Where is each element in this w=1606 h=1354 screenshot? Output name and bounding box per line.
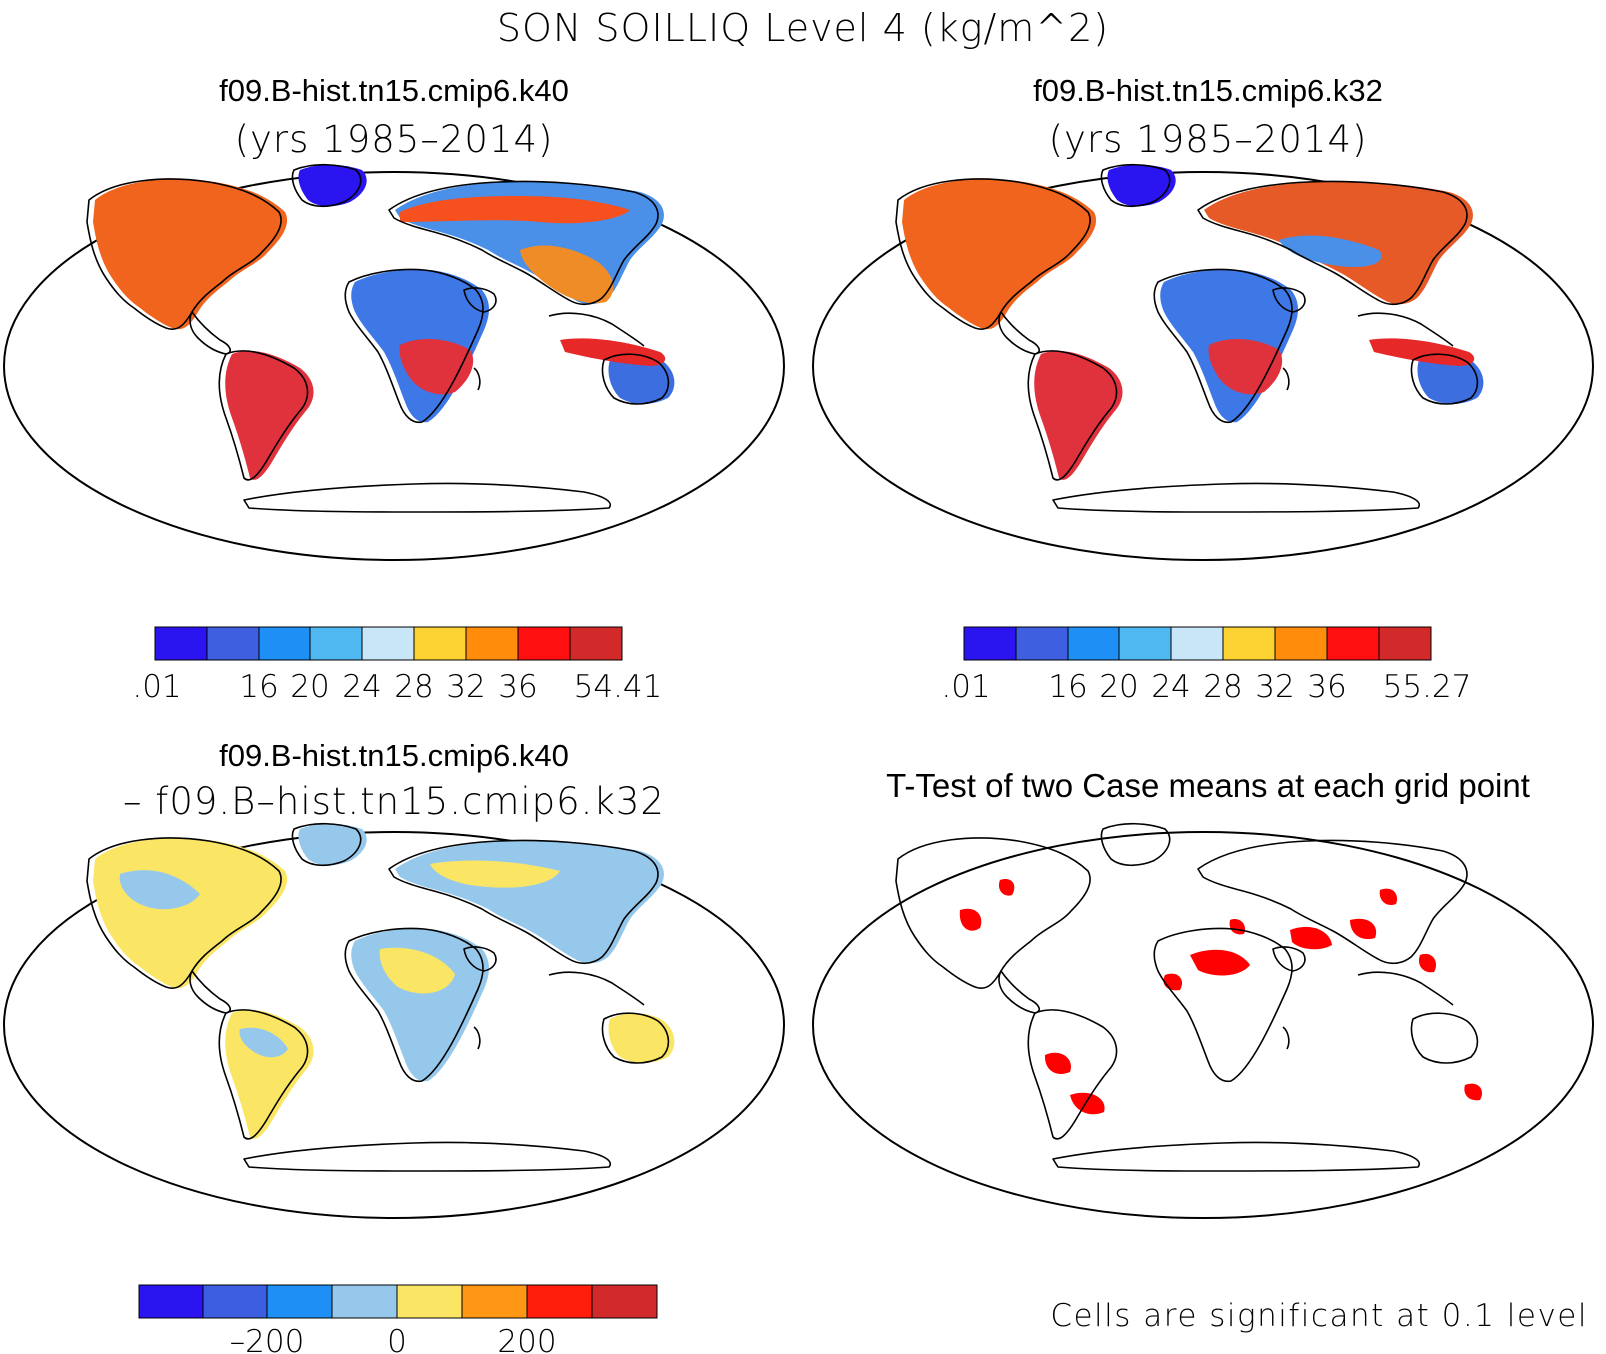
colorbar-swatch (266, 1284, 333, 1319)
map-field (93, 823, 675, 1139)
colorbar-label: 16 (1048, 669, 1087, 705)
colorbar-label: 20 (290, 669, 329, 705)
colorbar-label: 28 (1203, 669, 1242, 705)
panel-case-title: f09.B-hist.tn15.cmip6.k40 (219, 73, 569, 108)
map (812, 822, 1594, 1219)
colorbar-swatch (331, 1284, 398, 1319)
map-field (902, 164, 1484, 480)
colorbar-label: 54.41 (574, 669, 663, 705)
panel-bottom-right: T-Test of two Case means at each grid po… (812, 767, 1594, 1334)
panel-bottom-left: f09.B-hist.tn15.cmip6.k40 – f09.B–hist.t… (3, 738, 785, 1354)
colorbar-label: 28 (394, 669, 433, 705)
panel-case-title: f09.B-hist.tn15.cmip6.k40 (219, 738, 569, 773)
colorbar: .01 16 20 24 28 32 36 55.27 (941, 626, 1472, 705)
colorbar-label: .01 (132, 669, 181, 705)
colorbar-swatch (963, 626, 1017, 661)
colorbar-swatch (1118, 626, 1172, 661)
colorbar-swatch (526, 1284, 593, 1319)
map-frame (812, 831, 1594, 1219)
colorbar-label: 16 (239, 669, 278, 705)
panel-top-left: f09.B-hist.tn15.cmip6.k40 (yrs 1985–2014… (3, 73, 785, 705)
colorbar-swatch (569, 626, 623, 661)
map (3, 163, 785, 561)
significance-footnote: Cells are significant at 0.1 level (1050, 1298, 1588, 1334)
main-title: SON SOILLIQ Level 4 (kg/m^2) (497, 6, 1109, 50)
colorbar-label: 24 (342, 669, 381, 705)
colorbar: –200 0 200 (138, 1284, 658, 1354)
colorbar-swatch (413, 626, 467, 661)
panel-years: (yrs 1985–2014) (235, 118, 554, 161)
colorbar-swatch (309, 626, 363, 661)
colorbar-swatch (258, 626, 311, 661)
colorbar-swatch (1222, 626, 1276, 661)
colorbar-label: –200 (230, 1324, 305, 1354)
colorbar-label: 200 (497, 1324, 556, 1354)
panel-case-title: f09.B-hist.tn15.cmip6.k32 (1033, 73, 1383, 108)
colorbar-swatch (461, 1284, 528, 1319)
panel-minus-title: – f09.B–hist.tn15.cmip6.k32 (123, 780, 665, 823)
panel-ttest-title: T-Test of two Case means at each grid po… (886, 767, 1530, 804)
colorbar-swatch (361, 626, 415, 661)
colorbar-label: 32 (446, 669, 485, 705)
colorbar-label: 36 (498, 669, 537, 705)
colorbar-swatch (1170, 626, 1224, 661)
panel-years: (yrs 1985–2014) (1049, 118, 1368, 161)
colorbar-swatch (1067, 626, 1120, 661)
colorbar-label: 55.27 (1383, 669, 1472, 705)
colorbar: .01 16 20 24 28 32 36 54.41 (132, 626, 663, 705)
colorbar-swatch (591, 1284, 658, 1319)
panel-top-right: f09.B-hist.tn15.cmip6.k32 (yrs 1985–2014… (812, 73, 1594, 705)
colorbar-swatch (154, 626, 208, 661)
colorbar-swatch (1326, 626, 1380, 661)
map-field (93, 164, 675, 480)
colorbar-swatch (206, 626, 260, 661)
colorbar-label: 24 (1151, 669, 1190, 705)
colorbar-label: 36 (1307, 669, 1346, 705)
colorbar-swatch (1015, 626, 1069, 661)
map (3, 822, 785, 1219)
colorbar-label: 32 (1255, 669, 1294, 705)
colorbar-label: 0 (387, 1324, 407, 1354)
significance-cells (959, 879, 1483, 1115)
colorbar-swatch (202, 1284, 268, 1319)
map (812, 163, 1594, 561)
colorbar-swatch (517, 626, 571, 661)
colorbar-swatch (465, 626, 519, 661)
colorbar-swatch (1378, 626, 1432, 661)
colorbar-swatch (396, 1284, 463, 1319)
colorbar-label: .01 (941, 669, 990, 705)
colorbar-swatch (138, 1284, 204, 1319)
colorbar-label: 20 (1099, 669, 1138, 705)
colorbar-swatch (1274, 626, 1328, 661)
